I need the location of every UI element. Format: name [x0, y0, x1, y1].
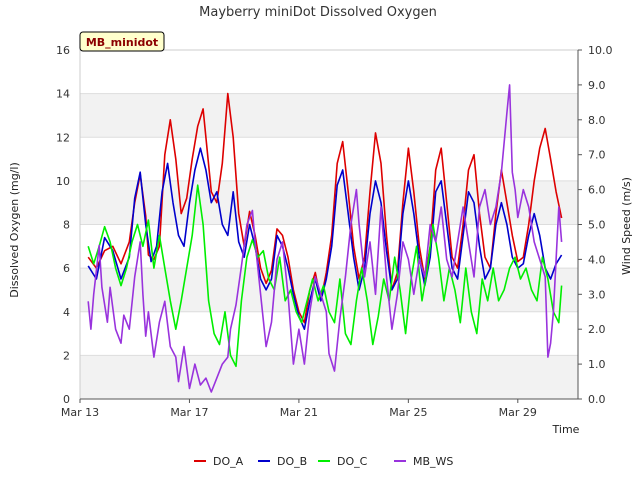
plot-band-2 [80, 180, 578, 225]
series-layer [87, 84, 563, 393]
y-tick-label-1: 2 [63, 349, 70, 362]
y-tick-label-5: 10 [56, 175, 70, 188]
series-line-mb-ws [87, 84, 563, 393]
station-badge-label: MB_minidot [86, 36, 158, 49]
y2-tick-label-6: 6.0 [588, 184, 606, 197]
y-axis-title: Dissolved Oxygen (mg/l) [8, 162, 21, 297]
y2-tick-label-5: 5.0 [588, 219, 606, 232]
series-line-do-b [87, 147, 563, 330]
y2-tick-label-9: 9.0 [588, 79, 606, 92]
y2-tick-label-0: 0.0 [588, 393, 606, 406]
series-line-do-a [87, 92, 563, 324]
y2-tick-label-1: 1.0 [588, 358, 606, 371]
legend-label-mb-ws: MB_WS [413, 455, 453, 468]
x-tick-label-4: Mar 29 [499, 406, 537, 419]
y2-axis-title: Wind Speed (m/s) [620, 177, 633, 275]
station-badge: MB_minidot [79, 31, 165, 52]
legend-label-do-c: DO_C [337, 455, 368, 468]
x-tick-label-1: Mar 17 [170, 406, 208, 419]
y-tick-label-6: 12 [56, 131, 70, 144]
y2-tick-label-10: 10.0 [588, 44, 613, 57]
plot-band-3 [80, 93, 578, 138]
legend-label-do-a: DO_A [213, 455, 244, 468]
y-tick-label-2: 4 [63, 306, 70, 319]
y-tick-label-3: 6 [63, 262, 70, 275]
y-axis-left: 0 2 4 6 8 10 12 14 16 [56, 44, 70, 406]
y2-tick-label-2: 2.0 [588, 323, 606, 336]
series-line-do-c [87, 184, 563, 368]
x-axis: Mar 13 Mar 17 Mar 21 Mar 25 Mar 29 [61, 398, 578, 419]
y-axis-right: 0.0 1.0 2.0 3.0 4.0 5.0 6.0 7.0 8.0 9.0 10.0 [577, 44, 613, 406]
y2-tick-label-4: 4.0 [588, 253, 606, 266]
chart-title: Mayberry miniDot Dissolved Oxygen [199, 5, 437, 20]
y2-tick-label-7: 7.0 [588, 149, 606, 162]
y-tick-label-0: 0 [63, 393, 70, 406]
y-tick-label-4: 8 [63, 219, 70, 232]
x-tick-label-0: Mar 13 [61, 406, 99, 419]
y-tick-label-7: 14 [56, 88, 70, 101]
x-tick-label-3: Mar 25 [389, 406, 427, 419]
x-tick-label-2: Mar 21 [280, 406, 318, 419]
y-tick-label-8: 16 [56, 44, 70, 57]
plot-band-0 [80, 355, 578, 399]
y2-tick-label-8: 8.0 [588, 114, 606, 127]
x-axis-title: Time [552, 423, 580, 436]
y2-tick-label-3: 3.0 [588, 288, 606, 301]
legend: DO_A DO_B DO_C MB_WS [194, 455, 453, 468]
legend-label-do-b: DO_B [277, 455, 307, 468]
